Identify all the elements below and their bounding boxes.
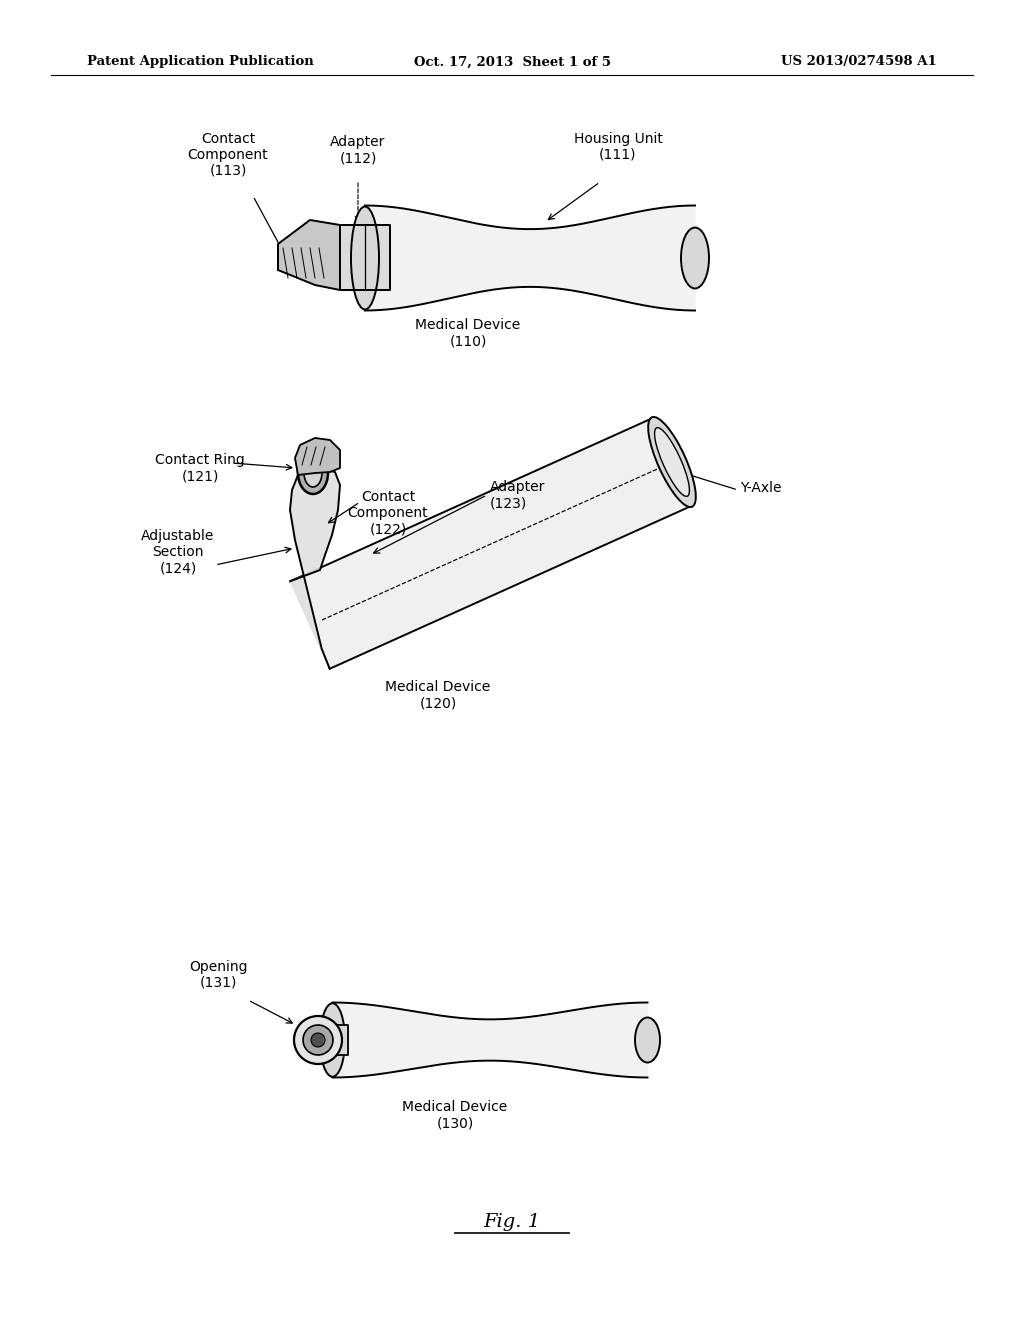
Polygon shape: [290, 469, 340, 669]
Text: Fig. 1: Fig. 1: [483, 1213, 541, 1232]
Text: Patent Application Publication: Patent Application Publication: [87, 55, 313, 69]
Text: Medical Device
(110): Medical Device (110): [416, 318, 520, 348]
Ellipse shape: [351, 206, 379, 309]
Circle shape: [303, 1026, 333, 1055]
Text: Adapter
(112): Adapter (112): [331, 135, 386, 165]
Text: Housing Unit
(111): Housing Unit (111): [573, 132, 663, 162]
Polygon shape: [290, 418, 691, 669]
Circle shape: [294, 1016, 342, 1064]
Polygon shape: [340, 224, 390, 290]
Polygon shape: [333, 1026, 348, 1055]
Text: Medical Device
(120): Medical Device (120): [385, 680, 490, 710]
Text: Contact
Component
(113): Contact Component (113): [187, 132, 268, 178]
Ellipse shape: [319, 1003, 345, 1077]
Text: Medical Device
(130): Medical Device (130): [402, 1100, 508, 1130]
Circle shape: [311, 1034, 325, 1047]
Polygon shape: [365, 206, 695, 310]
Polygon shape: [295, 438, 340, 475]
Polygon shape: [333, 1002, 647, 1077]
Ellipse shape: [304, 459, 322, 487]
Text: US 2013/0274598 A1: US 2013/0274598 A1: [781, 55, 937, 69]
Ellipse shape: [635, 1018, 660, 1063]
Polygon shape: [278, 220, 340, 290]
Text: Opening
(131): Opening (131): [188, 960, 247, 990]
Text: Adapter
(123): Adapter (123): [490, 480, 546, 511]
Text: Contact
Component
(122): Contact Component (122): [348, 490, 428, 536]
Ellipse shape: [648, 417, 696, 507]
Ellipse shape: [654, 428, 689, 496]
Ellipse shape: [681, 227, 709, 289]
Text: Adjustable
Section
(124): Adjustable Section (124): [141, 528, 215, 576]
Text: Y-Axle: Y-Axle: [740, 480, 781, 495]
Text: Oct. 17, 2013  Sheet 1 of 5: Oct. 17, 2013 Sheet 1 of 5: [414, 55, 610, 69]
Ellipse shape: [298, 451, 328, 494]
Text: Contact Ring
(121): Contact Ring (121): [155, 453, 245, 483]
